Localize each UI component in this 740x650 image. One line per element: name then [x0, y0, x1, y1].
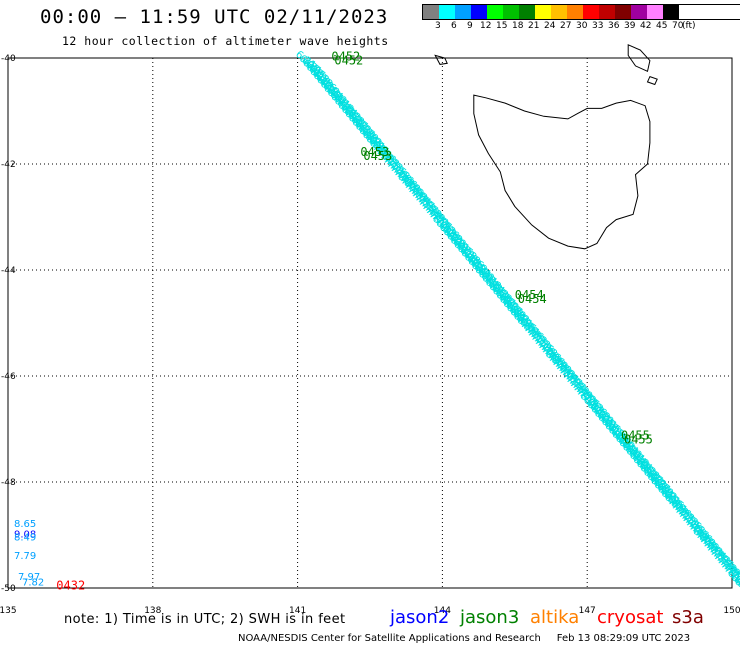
legend-label: 6 — [451, 21, 457, 31]
legend-swatch — [631, 5, 647, 19]
legend-swatch — [503, 5, 519, 19]
legend-swatch — [423, 5, 439, 19]
legend-swatch — [487, 5, 503, 19]
track-time-label: 0454 — [518, 292, 547, 306]
legend-label: 18 — [512, 21, 524, 31]
footnote: note: 1) Time is in UTC; 2) SWH is in fe… — [64, 612, 346, 627]
legend-swatch — [663, 5, 679, 19]
edge-swh-value: 8.49 — [14, 532, 36, 543]
latitude-tick-label: -48 — [1, 478, 16, 488]
edge-swh-value: 7.82 — [22, 577, 44, 588]
legend-label: 12 — [480, 21, 492, 31]
credit-text: NOAA/NESDIS Center for Satellite Applica… — [238, 633, 541, 644]
legend-label: 24 — [544, 21, 556, 31]
legend-labels: 3 6 9 12 15 18 21 24 27 30 33 36 39 42 45 70 (ft) — [422, 20, 740, 32]
footer-credit: NOAA/NESDIS Center for Satellite Applica… — [238, 633, 690, 644]
legend-swatch — [439, 5, 455, 19]
legend-label: 3 — [435, 21, 441, 31]
longitude-tick-label: 141 — [289, 606, 306, 616]
track-time-label: 0455 — [624, 433, 653, 447]
legend-swatch — [583, 5, 599, 19]
legend-swatch — [455, 5, 471, 19]
edge-swh-value: 9.08 — [14, 530, 36, 541]
flinders-island-coastline — [627, 44, 651, 73]
track-time-label: 0452 — [331, 50, 360, 64]
legend-label: 21 — [528, 21, 540, 31]
legend-swatch — [471, 5, 487, 19]
legend-swatch — [535, 5, 551, 19]
wave-height-legend: 3 6 9 12 15 18 21 24 27 30 33 36 39 42 45 70 (ft) — [422, 4, 740, 32]
cape-barren-island-coastline — [646, 75, 658, 86]
longitude-tick-label: 138 — [144, 606, 161, 616]
track-time-label: 0452 — [334, 54, 363, 68]
track-swh-value: 8.29 — [733, 576, 740, 598]
tasmania-coastline — [473, 94, 651, 250]
legend-swatch — [567, 5, 583, 19]
king-island-coastline — [434, 54, 448, 65]
legend-label: 42 — [640, 21, 652, 31]
legend-label: 45 — [656, 21, 668, 31]
latitude-tick-label: -46 — [1, 372, 16, 382]
longitude-tick-label: 135 — [0, 606, 17, 616]
longitude-tick-label: 147 — [579, 606, 596, 616]
legend-swatch — [647, 5, 663, 19]
legend-label: 15 — [496, 21, 508, 31]
track-time-label: 0453 — [363, 149, 392, 163]
legend-label: 70 — [672, 21, 684, 31]
latitude-tick-label: -50 — [1, 584, 16, 594]
legend-color-bar — [422, 4, 740, 20]
track-swh-value: 7.73 — [728, 570, 740, 592]
map-subtitle: 12 hour collection of altimeter wave hei… — [62, 34, 389, 48]
edge-swh-value: 8.65 — [14, 519, 36, 530]
track-time-label: 0454 — [515, 288, 544, 302]
legend-swatch — [551, 5, 567, 19]
longitude-tick-label: 150 — [723, 606, 740, 616]
timestamp-text: Feb 13 08:29:09 UTC 2023 — [556, 633, 691, 644]
satellite-jason2: jason2 — [390, 607, 450, 628]
legend-unit: (ft) — [682, 21, 696, 31]
map-frame — [7, 57, 733, 589]
edge-swh-value: 7.97 — [18, 572, 40, 583]
track-time-label: 0453 — [360, 145, 389, 159]
track-time-label: 0455 — [621, 429, 650, 443]
satellite-jason3: jason3 — [460, 607, 520, 628]
latitude-tick-label: -44 — [1, 266, 16, 276]
legend-label: 27 — [560, 21, 572, 31]
legend-swatch — [615, 5, 631, 19]
edge-time-label: 0432 — [56, 578, 85, 592]
satellite-altika: altika — [530, 607, 580, 628]
satellite-cryosat: cryosat — [597, 607, 664, 628]
legend-label: 30 — [576, 21, 588, 31]
track-swh-value: 8.06 — [732, 574, 740, 596]
map-title: 00:00 – 11:59 UTC 02/11/2023 — [40, 6, 389, 28]
edge-swh-value: 7.79 — [14, 551, 36, 562]
legend-label: 9 — [467, 21, 473, 31]
track-swh-value: 8.12 — [729, 572, 740, 594]
satellite-s3a: s3a — [672, 607, 704, 628]
legend-label: 33 — [592, 21, 604, 31]
legend-swatch — [519, 5, 535, 19]
longitude-tick-label: 144 — [434, 606, 451, 616]
latitude-tick-label: -40 — [1, 54, 16, 64]
legend-swatch — [599, 5, 615, 19]
latitude-tick-label: -42 — [1, 160, 16, 170]
legend-label: 39 — [624, 21, 636, 31]
legend-label: 36 — [608, 21, 620, 31]
